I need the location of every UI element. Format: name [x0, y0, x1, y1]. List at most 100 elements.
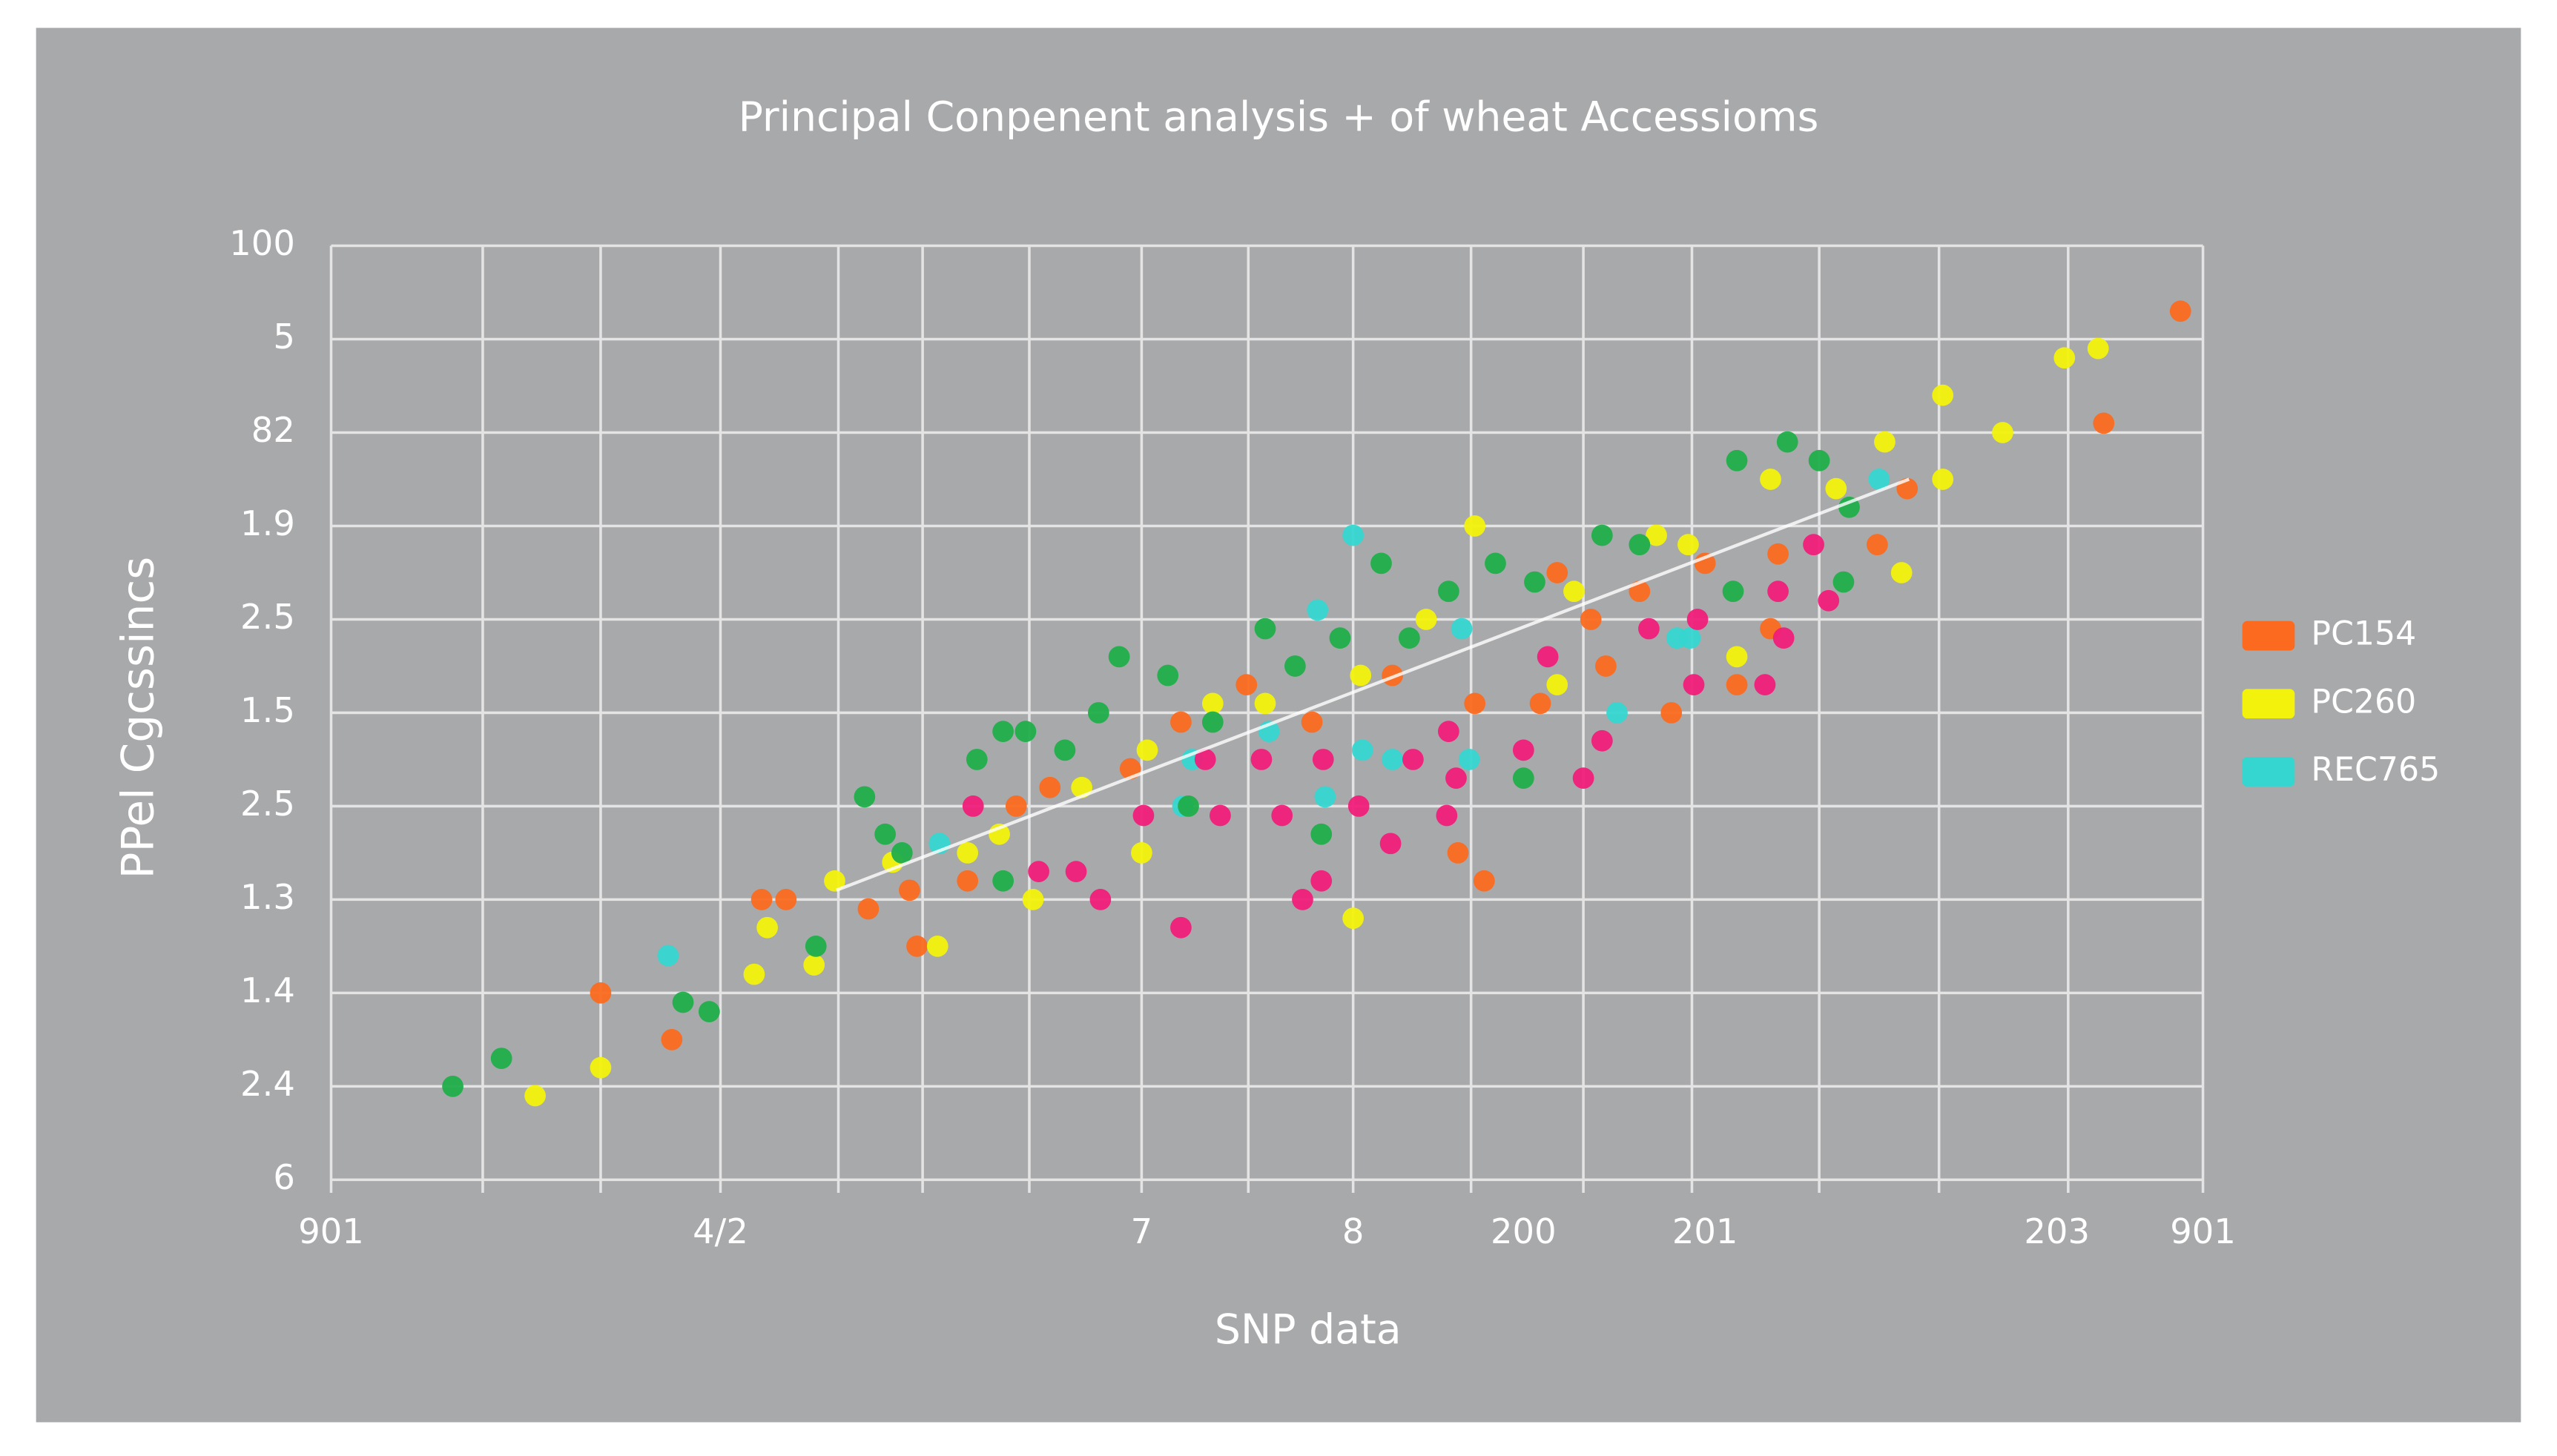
scatter-point — [1767, 543, 1789, 565]
y-tick-label: 100 — [229, 223, 295, 263]
scatter-point — [1563, 580, 1585, 603]
legend-swatch — [2242, 689, 2295, 719]
scatter-point — [1351, 739, 1373, 761]
scatter-point — [698, 1001, 720, 1022]
scatter-point — [1014, 721, 1037, 743]
scatter-point — [1235, 674, 1258, 696]
scatter-point — [1254, 692, 1276, 715]
scatter-point — [1342, 907, 1365, 929]
scatter-point — [1312, 749, 1334, 770]
scatter-point — [2093, 412, 2115, 434]
scatter-point — [775, 889, 797, 910]
scatter-point — [1108, 646, 1130, 668]
y-axis-label: PPel Cgcssincs — [113, 557, 165, 879]
x-tick-label: 7 — [1131, 1211, 1153, 1251]
scatter-point — [1776, 431, 1798, 453]
x-tick-label: 901 — [2170, 1211, 2236, 1251]
scatter-point — [1136, 739, 1158, 761]
scatter-point — [1767, 580, 1789, 603]
scatter-point — [1314, 786, 1336, 808]
scatter-point — [1464, 692, 1486, 715]
scatter-point — [854, 786, 876, 808]
scatter-point — [1342, 524, 1365, 546]
scatter-point — [1201, 692, 1224, 715]
x-tick-label: 201 — [1672, 1211, 1738, 1251]
y-tick-label: 6 — [273, 1157, 295, 1197]
scatter-point — [1310, 870, 1333, 892]
scatter-point — [1825, 477, 1847, 500]
scatter-point — [957, 842, 979, 864]
scatter-point — [1307, 599, 1329, 621]
scatter-point — [966, 749, 988, 770]
scatter-point — [899, 879, 920, 901]
legend-swatch — [2242, 621, 2295, 651]
scatter-point — [1089, 889, 1112, 910]
scatter-point — [1485, 552, 1506, 575]
scatter-point — [1512, 739, 1534, 761]
scatter-point — [1347, 795, 1370, 817]
chart-background — [36, 27, 2521, 1423]
scatter-point — [1201, 711, 1224, 733]
scatter-point — [1546, 674, 1568, 696]
scatter-point — [1194, 749, 1216, 770]
scatter-point — [490, 1048, 512, 1069]
scatter-point — [661, 1029, 683, 1050]
scatter-point — [962, 795, 984, 817]
scatter-point — [1310, 823, 1333, 845]
y-tick-label: 2.4 — [240, 1064, 295, 1104]
y-tick-label: 5 — [273, 317, 295, 357]
x-axis-label: SNP data — [1215, 1306, 1402, 1354]
scatter-point — [1726, 449, 1748, 471]
y-tick-label: 2.5 — [240, 597, 295, 637]
y-tick-label: 1.3 — [240, 877, 295, 917]
scatter-point — [1087, 702, 1109, 724]
scatter-point — [590, 1056, 612, 1079]
trend-line — [836, 477, 1910, 892]
y-tick-label: 1.4 — [240, 970, 295, 1010]
scatter-point — [1638, 618, 1660, 640]
scatter-point — [1022, 889, 1044, 910]
scatter-point — [1726, 674, 1748, 696]
scatter-point — [1210, 804, 1231, 827]
scatter-point — [1591, 524, 1613, 546]
scatter-point — [992, 721, 1014, 743]
scatter-point — [874, 823, 896, 845]
scatter-point — [524, 1085, 546, 1107]
scatter-point — [2169, 300, 2191, 322]
scatter-point — [2087, 337, 2109, 360]
legend-label: REC765 — [2311, 751, 2440, 789]
scatter-point — [1379, 833, 1402, 855]
scatter-point — [1402, 749, 1424, 770]
scatter-point — [1350, 664, 1372, 686]
y-tick-label: 1.5 — [240, 690, 295, 730]
scatter-point — [1524, 571, 1545, 593]
scatter-point — [803, 954, 825, 976]
scatter-point — [891, 842, 913, 864]
scatter-point — [1415, 609, 1437, 630]
scatter-point — [1808, 449, 1830, 471]
scatter-point — [1868, 469, 1890, 490]
scatter-point — [590, 982, 612, 1004]
scatter-point — [1170, 711, 1192, 733]
x-tick-label: 4/2 — [693, 1211, 748, 1251]
scatter-point — [1445, 767, 1467, 789]
scatter-point — [1437, 721, 1459, 743]
scatter-point — [1646, 524, 1667, 546]
scatter-point — [1772, 627, 1795, 649]
scatter-point — [1028, 861, 1049, 882]
scatter-point — [1292, 889, 1313, 910]
scatter-point — [1301, 711, 1323, 733]
scatter-point — [1132, 804, 1155, 827]
scatter-point — [442, 1076, 463, 1097]
scatter-point — [1874, 431, 1896, 453]
scatter-point — [1398, 627, 1420, 649]
chart-title: Principal Conpenent analysis + of wheat … — [739, 93, 1819, 141]
scatter-point — [824, 870, 845, 892]
scatter-point — [1250, 749, 1273, 770]
scatter-point — [1436, 804, 1458, 827]
scatter-point — [1818, 589, 1840, 612]
scatter-point — [1686, 609, 1709, 630]
legend-label: PC154 — [2311, 615, 2416, 653]
scatter-point — [1537, 646, 1559, 668]
scatter-point — [1473, 870, 1495, 892]
